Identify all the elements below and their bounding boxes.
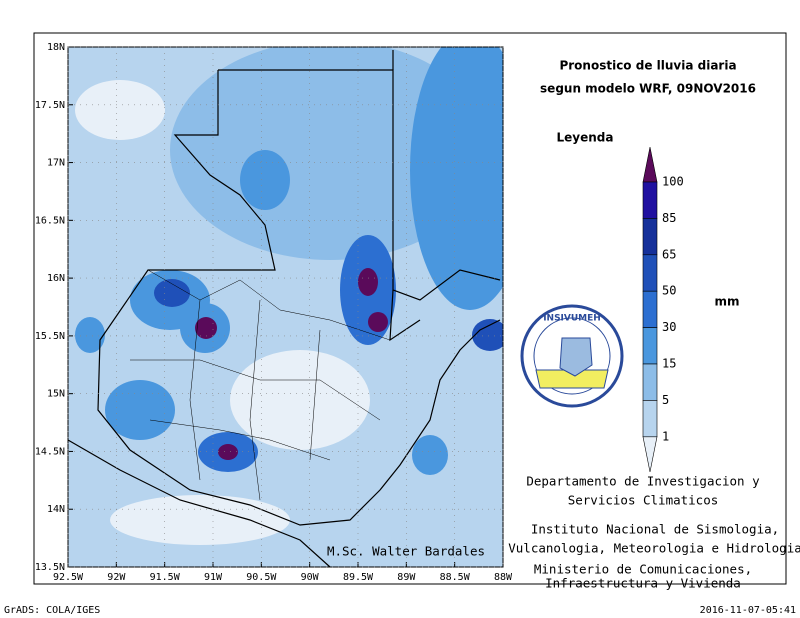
rain-field xyxy=(68,47,503,567)
bar-segment xyxy=(642,290,658,328)
lat-label: 14N xyxy=(47,504,65,515)
author: M.Sc. Walter Bardales xyxy=(327,544,485,559)
lat-label: 16N xyxy=(47,273,65,284)
lon-label: 90.5W xyxy=(246,572,277,583)
colorbar: 100 85 65 50 30 15 5 1 xyxy=(642,146,684,473)
credit-line: Servicios Climaticos xyxy=(568,493,719,508)
lat-label: 18N xyxy=(47,42,65,53)
level-label: 5 xyxy=(662,393,669,407)
lon-label: 88.5W xyxy=(440,572,471,583)
credit-line: Vulcanologia, Meteorologia e Hidrologia xyxy=(508,541,800,556)
title-line-2: segun modelo WRF, 09NOV2016 xyxy=(540,82,756,96)
logo-name: INSIVUMEH xyxy=(543,314,601,324)
lat-label: 16.5N xyxy=(35,215,65,226)
map-frame xyxy=(67,46,504,568)
lat-label: 13.5N xyxy=(35,562,65,573)
departments xyxy=(130,269,391,501)
lon-label: 92.5W xyxy=(53,572,84,583)
lon-label: 92W xyxy=(107,572,126,583)
lat-label: 15.5N xyxy=(35,331,65,342)
bar-segment xyxy=(642,327,658,365)
level-label: 30 xyxy=(662,320,676,334)
lon-label: 91W xyxy=(204,572,223,583)
lon-label: 89.5W xyxy=(343,572,374,583)
credit-line: Infraestructura y Vivienda xyxy=(545,576,741,591)
logo: INSIVUMEH xyxy=(520,304,624,408)
lat-label: 17.5N xyxy=(35,100,65,111)
lon-label: 88W xyxy=(494,572,513,583)
level-label: 100 xyxy=(662,175,684,189)
credit-line: Ministerio de Comunicaciones, xyxy=(534,562,752,577)
bar-segment xyxy=(642,254,658,292)
legend-title: Leyenda xyxy=(557,131,614,145)
lon-label: 91.5W xyxy=(150,572,181,583)
outer-frame xyxy=(33,32,787,585)
lon-label: 90W xyxy=(301,572,320,583)
title-line-1: Pronostico de lluvia diaria xyxy=(559,59,736,73)
borders xyxy=(67,50,501,568)
legend-unit: mm xyxy=(714,295,739,309)
credit-line: Departamento de Investigacion y xyxy=(526,474,760,489)
bar-segment xyxy=(642,181,658,219)
bar-segment xyxy=(642,363,658,401)
lat-label: 14.5N xyxy=(35,446,65,457)
lat-label: 17N xyxy=(47,158,65,169)
level-label: 1 xyxy=(662,429,669,443)
level-label: 50 xyxy=(662,284,676,298)
lon-label: 89W xyxy=(397,572,416,583)
level-label: 15 xyxy=(662,357,676,371)
bar-segment xyxy=(642,400,658,438)
level-label: 65 xyxy=(662,247,676,261)
footer-right: 2016-11-07-05:41 xyxy=(700,605,796,616)
credit-line: Instituto Nacional de Sismologia, xyxy=(531,522,779,537)
credits: Departamento de Investigacion y Servicios… xyxy=(508,474,800,591)
level-label: 85 xyxy=(662,211,676,225)
footer-left: GrADS: COLA/IGES xyxy=(4,605,100,616)
bar-segment xyxy=(642,218,658,256)
lat-label: 15N xyxy=(47,389,65,400)
axes: 18N 17.5N 17N 16.5N 16N 15.5N 15N 14.5N 14N 13.5N… xyxy=(35,42,513,583)
bar-bottom xyxy=(642,436,658,473)
